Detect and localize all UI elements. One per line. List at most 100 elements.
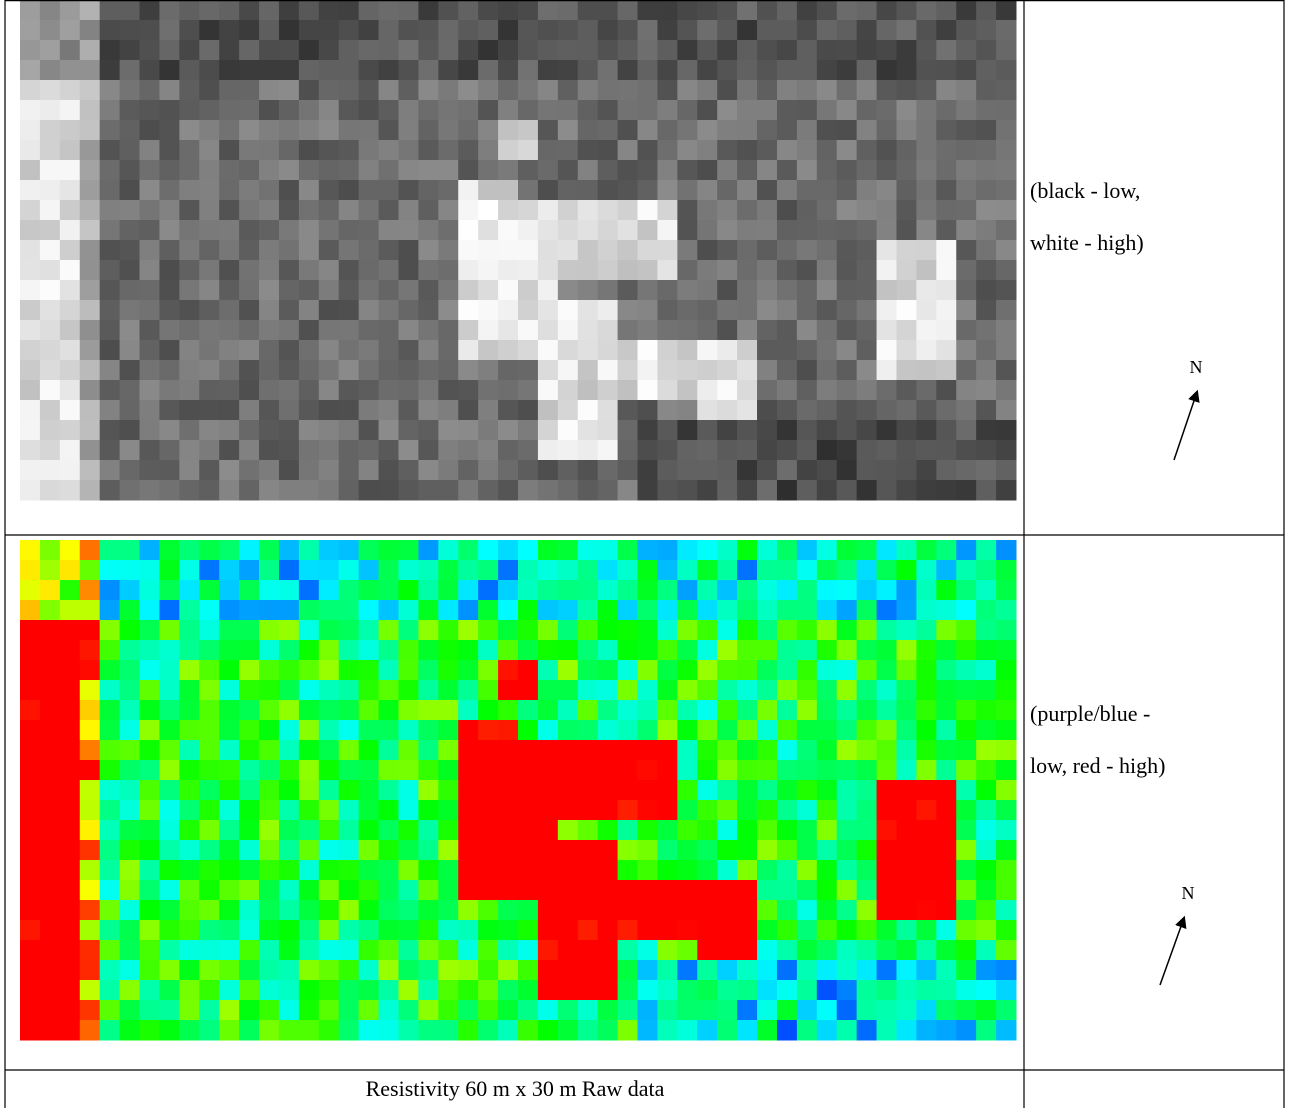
pixel (139, 480, 160, 501)
pixel (916, 880, 937, 901)
pixel (79, 900, 101, 921)
pixel (398, 200, 419, 221)
pixel (338, 860, 360, 881)
pixel (697, 200, 718, 221)
pixel (318, 760, 340, 781)
pixel (278, 620, 300, 641)
pixel (976, 980, 997, 1001)
pixel (358, 460, 380, 481)
pixel (856, 240, 878, 261)
pixel (876, 660, 897, 681)
pixel (996, 380, 1017, 401)
pixel (298, 940, 320, 961)
pixel (757, 360, 778, 381)
pixel (956, 860, 977, 881)
pixel (836, 540, 858, 561)
pixel (478, 340, 499, 361)
pixel (458, 700, 479, 721)
pixel (537, 480, 559, 501)
pixel (318, 260, 340, 281)
pixel (159, 80, 180, 101)
pixel (717, 420, 738, 441)
pixel (976, 160, 997, 181)
pixel (199, 560, 220, 581)
pixel (717, 820, 738, 841)
pixel (577, 540, 599, 561)
pixel (657, 660, 678, 681)
pixel (59, 920, 81, 941)
pixel (139, 880, 160, 901)
pixel (239, 80, 260, 101)
pixel (259, 480, 280, 501)
pixel (398, 280, 419, 301)
pixel (856, 120, 878, 141)
pixel (318, 640, 340, 661)
pixel (876, 1000, 897, 1021)
pixel (438, 260, 459, 281)
pixel (537, 620, 559, 641)
pixel (418, 480, 439, 501)
pixel (776, 280, 798, 301)
pixel (557, 480, 579, 501)
pixel (577, 0, 599, 21)
pixel (796, 240, 818, 261)
pixel (617, 660, 639, 681)
pixel (876, 580, 897, 601)
pixel (836, 340, 858, 361)
pixel (20, 940, 41, 961)
pixel (956, 920, 977, 941)
pixel (816, 360, 838, 381)
pixel (39, 420, 61, 441)
pixel (119, 560, 141, 581)
pixel (239, 0, 260, 21)
pixel (856, 80, 878, 101)
pixel (936, 220, 957, 241)
pixel (358, 340, 380, 361)
pixel (398, 960, 419, 981)
pixel (358, 720, 380, 741)
pixel (796, 780, 818, 801)
pixel (597, 980, 619, 1001)
pixel (278, 60, 300, 81)
pixel (637, 380, 658, 401)
pixel (139, 320, 160, 341)
pixel (617, 800, 639, 821)
pixel (358, 0, 380, 21)
pixel (976, 120, 997, 141)
pixel (518, 560, 539, 581)
pixel (757, 200, 778, 221)
pixel (717, 960, 738, 981)
pixel (119, 840, 141, 861)
pixel (816, 80, 838, 101)
pixel (537, 60, 559, 81)
pixel (79, 400, 101, 421)
pixel (916, 0, 937, 21)
pixel (119, 600, 141, 621)
pixel (537, 200, 559, 221)
pixel (278, 220, 300, 241)
pixel (59, 380, 81, 401)
pixel (318, 560, 340, 581)
pixel (657, 580, 678, 601)
pixel (537, 920, 559, 941)
pixel (398, 740, 419, 761)
pixel (438, 680, 459, 701)
pixel (438, 740, 459, 761)
pixel (318, 240, 340, 261)
pixel (836, 80, 858, 101)
pixel (318, 1000, 340, 1021)
pixel (278, 880, 300, 901)
pixel (498, 820, 519, 841)
pixel (537, 600, 559, 621)
pixel (20, 840, 41, 861)
pixel (876, 960, 897, 981)
pixel (398, 220, 419, 241)
pixel (239, 400, 260, 421)
pixel (59, 780, 81, 801)
pixel (876, 840, 897, 861)
pixel (378, 280, 399, 301)
pixel (398, 40, 419, 61)
pixel (338, 1020, 360, 1041)
pixel (717, 760, 738, 781)
pixel (39, 720, 61, 741)
